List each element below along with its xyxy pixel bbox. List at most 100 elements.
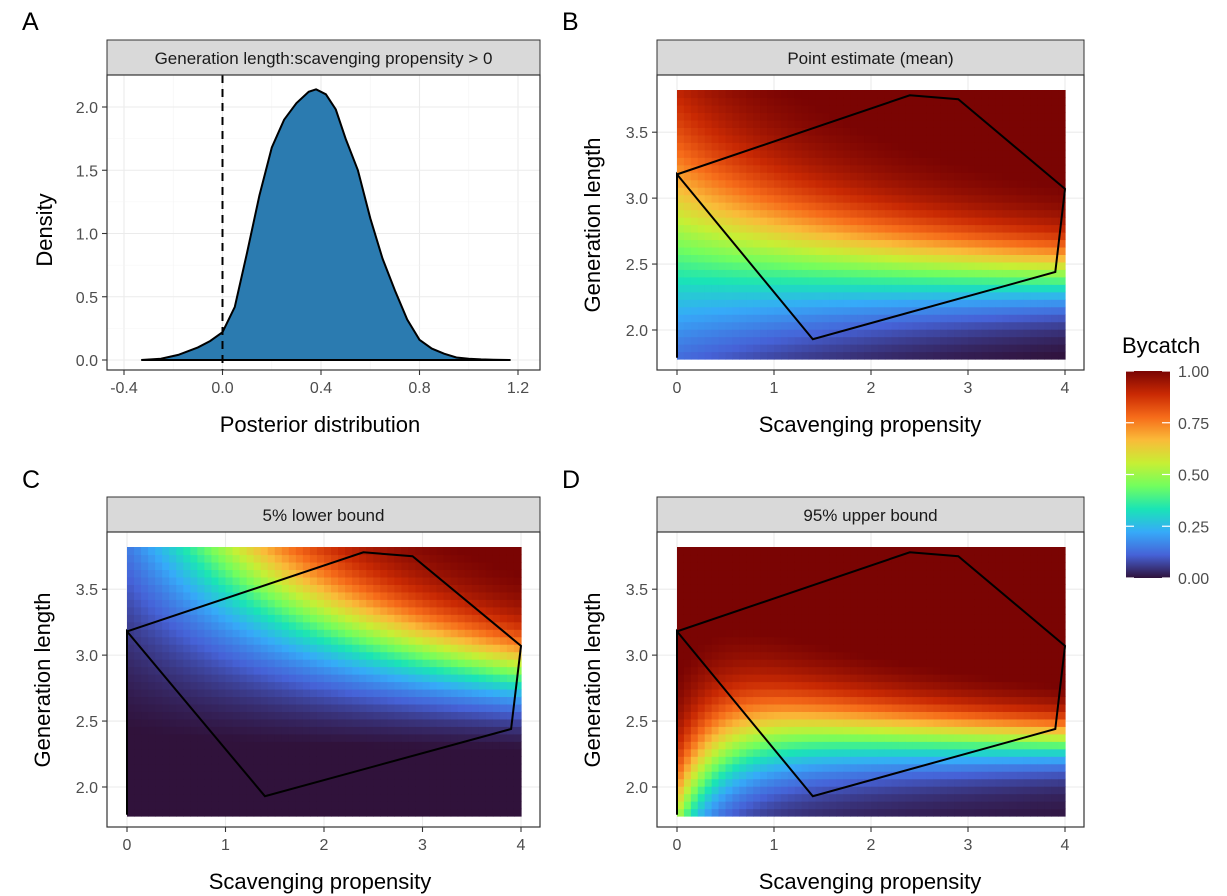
heatmap-cell — [746, 291, 754, 300]
heatmap-cell — [877, 231, 886, 241]
heatmap-cell — [954, 224, 962, 233]
x-tick-label: 0.8 — [408, 380, 430, 397]
heatmap-cell — [711, 344, 720, 353]
heatmap-cell — [204, 763, 213, 772]
heatmap-c — [127, 547, 522, 817]
heatmap-cell — [704, 741, 713, 750]
heatmap-cell — [683, 202, 692, 211]
heatmap-cell — [499, 659, 508, 668]
heatmap-cell — [725, 763, 734, 772]
heatmap-cell — [499, 561, 508, 571]
heatmap-cell — [801, 674, 810, 683]
heatmap-cell — [295, 629, 304, 638]
heatmap-cell — [891, 90, 900, 99]
heatmap-cell — [801, 599, 810, 608]
heatmap-cell — [1002, 239, 1011, 248]
heatmap-cell — [281, 808, 290, 817]
heatmap-cell — [822, 681, 831, 690]
heatmap-cell — [677, 261, 685, 270]
heatmap-cell — [373, 621, 381, 630]
heatmap-cell — [211, 718, 220, 727]
heatmap-cell — [753, 90, 761, 99]
heatmap-cell — [1016, 284, 1025, 293]
heatmap-cell — [905, 254, 914, 263]
heatmap-cell — [408, 547, 417, 556]
heatmap-cell — [1037, 314, 1045, 323]
heatmap-cell — [415, 688, 424, 698]
heatmap-cell — [801, 666, 810, 675]
heatmap-cell — [767, 606, 775, 615]
heatmap-cell — [718, 599, 727, 608]
heatmap-cell — [218, 688, 227, 698]
heatmap-cell — [774, 703, 782, 712]
heatmap-cell — [295, 748, 304, 757]
heatmap-cell — [801, 321, 810, 330]
heatmap-cell — [162, 786, 170, 795]
heatmap-cell — [718, 142, 727, 151]
heatmap-cell — [732, 314, 740, 323]
heatmap-cell — [457, 584, 466, 593]
heatmap-cell — [739, 718, 747, 727]
heatmap-cell — [905, 172, 914, 181]
heatmap-cell — [988, 164, 997, 173]
heatmap-cell — [239, 733, 248, 742]
heatmap-cell — [760, 636, 768, 645]
heatmap-cell — [933, 239, 941, 248]
heatmap-cell — [746, 703, 754, 712]
heatmap-cell — [683, 299, 692, 308]
heatmap-cell — [394, 763, 402, 772]
heatmap-cell — [947, 179, 955, 188]
heatmap-cell — [260, 547, 269, 556]
heatmap-cell — [711, 681, 720, 690]
heatmap-cell — [718, 276, 727, 285]
heatmap-cell — [787, 808, 796, 817]
heatmap-cell — [225, 801, 234, 810]
heatmap-cell — [760, 554, 768, 563]
heatmap-cell — [422, 644, 431, 653]
heatmap-cell — [767, 112, 775, 121]
heatmap-cell — [981, 202, 990, 211]
heatmap-cell — [190, 644, 198, 653]
heatmap-cell — [478, 599, 487, 608]
heatmap-cell — [162, 793, 170, 802]
heatmap-cell — [464, 741, 473, 750]
heatmap-cell — [871, 314, 879, 323]
heatmap-cell — [718, 254, 727, 263]
heatmap-cell — [822, 336, 831, 345]
heatmap-cell — [316, 741, 325, 750]
heatmap-cell — [492, 771, 501, 780]
heatmap-cell — [815, 614, 824, 623]
heatmap-cell — [295, 718, 304, 727]
heatmap-cell — [884, 112, 893, 121]
heatmap-cell — [968, 314, 976, 323]
heatmap-cell — [822, 801, 831, 810]
heatmap-cell — [760, 291, 768, 300]
heatmap-cell — [808, 599, 817, 608]
heatmap-cell — [822, 90, 831, 99]
heatmap-cell — [704, 584, 713, 593]
heatmap-cell — [981, 134, 990, 143]
heatmap-cell — [787, 194, 796, 203]
heatmap-cell — [1009, 329, 1018, 338]
heatmap-cell — [499, 584, 508, 593]
heatmap-cell — [711, 666, 720, 675]
heatmap-cell — [1051, 261, 1059, 270]
heatmap-cell — [176, 644, 184, 653]
heatmap-cell — [373, 696, 381, 705]
heatmap-cell — [732, 284, 740, 293]
heatmap-cell — [739, 329, 747, 338]
heatmap-cell — [690, 614, 699, 623]
heatmap-cell — [794, 231, 803, 241]
heatmap-cell — [429, 659, 438, 668]
heatmap-cell — [429, 651, 438, 660]
heatmap-cell — [794, 254, 803, 263]
heatmap-cell — [183, 688, 191, 698]
heatmap-cell — [162, 711, 170, 720]
heatmap-cell — [954, 351, 962, 360]
heatmap-cell — [829, 696, 837, 705]
heatmap-cell — [746, 224, 754, 233]
heatmap-cell — [309, 711, 318, 720]
heatmap-cell — [787, 202, 796, 211]
heatmap-cell — [760, 299, 768, 308]
heatmap-cell — [732, 202, 740, 211]
